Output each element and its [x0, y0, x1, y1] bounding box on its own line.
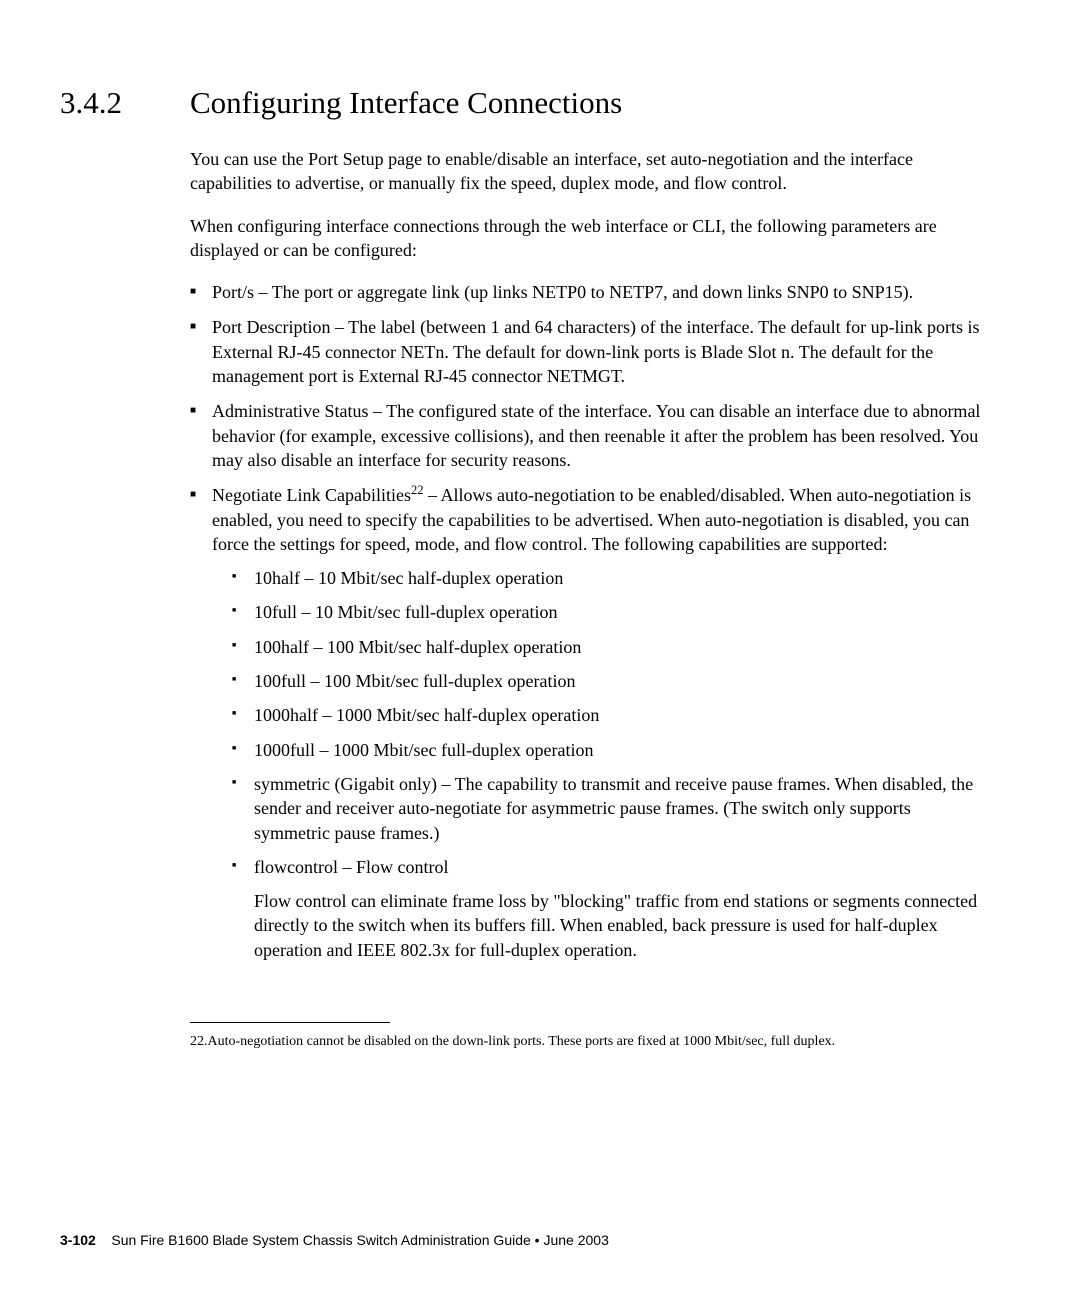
list-item: 100half – 100 Mbit/sec half-duplex opera… — [232, 635, 985, 659]
flowcontrol-paragraph: Flow control can eliminate frame loss by… — [254, 889, 985, 962]
list-item: 1000full – 1000 Mbit/sec full-duplex ope… — [232, 738, 985, 762]
list-item: 1000half – 1000 Mbit/sec half-duplex ope… — [232, 703, 985, 727]
list-item: Negotiate Link Capabilities22 – Allows a… — [190, 483, 985, 962]
footer-text: Sun Fire B1600 Blade System Chassis Swit… — [111, 1232, 609, 1248]
section-heading: 3.4.2 Configuring Interface Connections — [60, 85, 985, 121]
page-footer: 3-102 Sun Fire B1600 Blade System Chassi… — [60, 1232, 609, 1248]
list-item: 10half – 10 Mbit/sec half-duplex operati… — [232, 566, 985, 590]
body-text: You can use the Port Setup page to enabl… — [190, 147, 985, 962]
list-item: 10full – 10 Mbit/sec full-duplex operati… — [232, 600, 985, 624]
list-item: Administrative Status – The configured s… — [190, 399, 985, 472]
list-item: 100full – 100 Mbit/sec full-duplex opera… — [232, 669, 985, 693]
intro-paragraph-1: You can use the Port Setup page to enabl… — [190, 147, 985, 196]
list-item: Port Description – The label (between 1 … — [190, 315, 985, 388]
footnote-ref: 22 — [411, 483, 424, 497]
negotiate-prefix: Negotiate Link Capabilities — [212, 485, 411, 505]
section-title: Configuring Interface Connections — [190, 85, 622, 121]
footnote-text: 22.Auto-negotiation cannot be disabled o… — [190, 1033, 952, 1051]
parameter-list: Port/s – The port or aggregate link (up … — [190, 280, 985, 962]
document-page: 3.4.2 Configuring Interface Connections … — [0, 0, 1080, 1296]
intro-paragraph-2: When configuring interface connections t… — [190, 214, 985, 263]
capability-list: 10half – 10 Mbit/sec half-duplex operati… — [232, 566, 985, 879]
page-number: 3-102 — [60, 1232, 96, 1248]
footnote-rule — [190, 1022, 390, 1023]
section-number: 3.4.2 — [60, 85, 190, 121]
list-item: symmetric (Gigabit only) – The capabilit… — [232, 772, 985, 845]
list-item: flowcontrol – Flow control — [232, 855, 985, 879]
list-item: Port/s – The port or aggregate link (up … — [190, 280, 985, 304]
